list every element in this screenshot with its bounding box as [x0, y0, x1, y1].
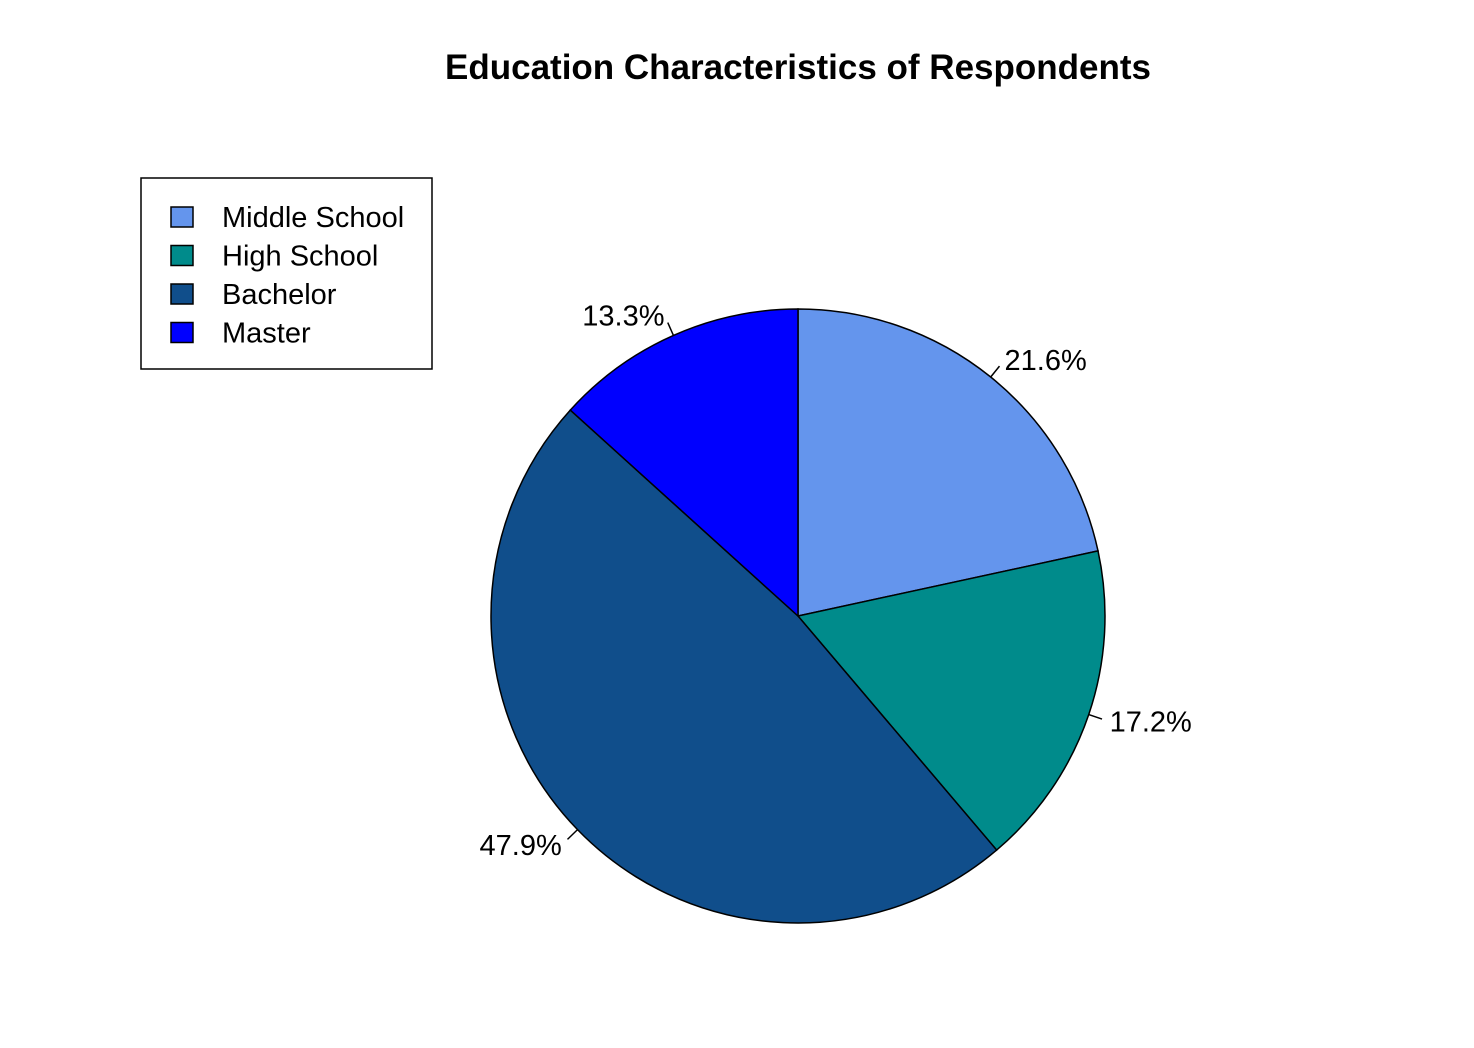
legend-swatch-middle-school: [170, 206, 194, 228]
legend-label-master: Master: [222, 318, 311, 350]
label-tick-master: [667, 322, 675, 336]
legend: Middle School High School Bachelor Master: [140, 177, 433, 370]
pie-slice-middle-school: [797, 308, 1099, 617]
legend-label-middle-school: Middle School: [222, 202, 404, 234]
legend-label-high-school: High School: [222, 241, 378, 273]
percentage-label-bachelor: 47.9%: [480, 830, 562, 862]
pie-slices: [490, 308, 1106, 924]
label-tick-middle-school: [990, 365, 1001, 378]
percentage-label-master: 13.3%: [582, 300, 664, 332]
pie-slice-bachelor: [490, 409, 998, 924]
chart-title: Education Characteristics of Respondents: [445, 48, 1151, 87]
label-tick-bachelor: [566, 829, 579, 840]
legend-label-bachelor: Bachelor: [222, 279, 337, 311]
legend-swatch-high-school: [170, 244, 194, 267]
legend-swatch-bachelor: [170, 283, 194, 305]
percentage-labels: 21.6% 17.2% 47.9% 13.3%: [480, 300, 1192, 862]
legend-swatch-master: [170, 321, 194, 344]
pie-slice-high-school: [796, 550, 1106, 852]
percentage-label-high-school: 17.2%: [1110, 707, 1192, 739]
pie-slice-master: [569, 308, 799, 618]
label-tick-high-school: [1088, 713, 1103, 720]
percentage-label-middle-school: 21.6%: [1005, 345, 1087, 377]
